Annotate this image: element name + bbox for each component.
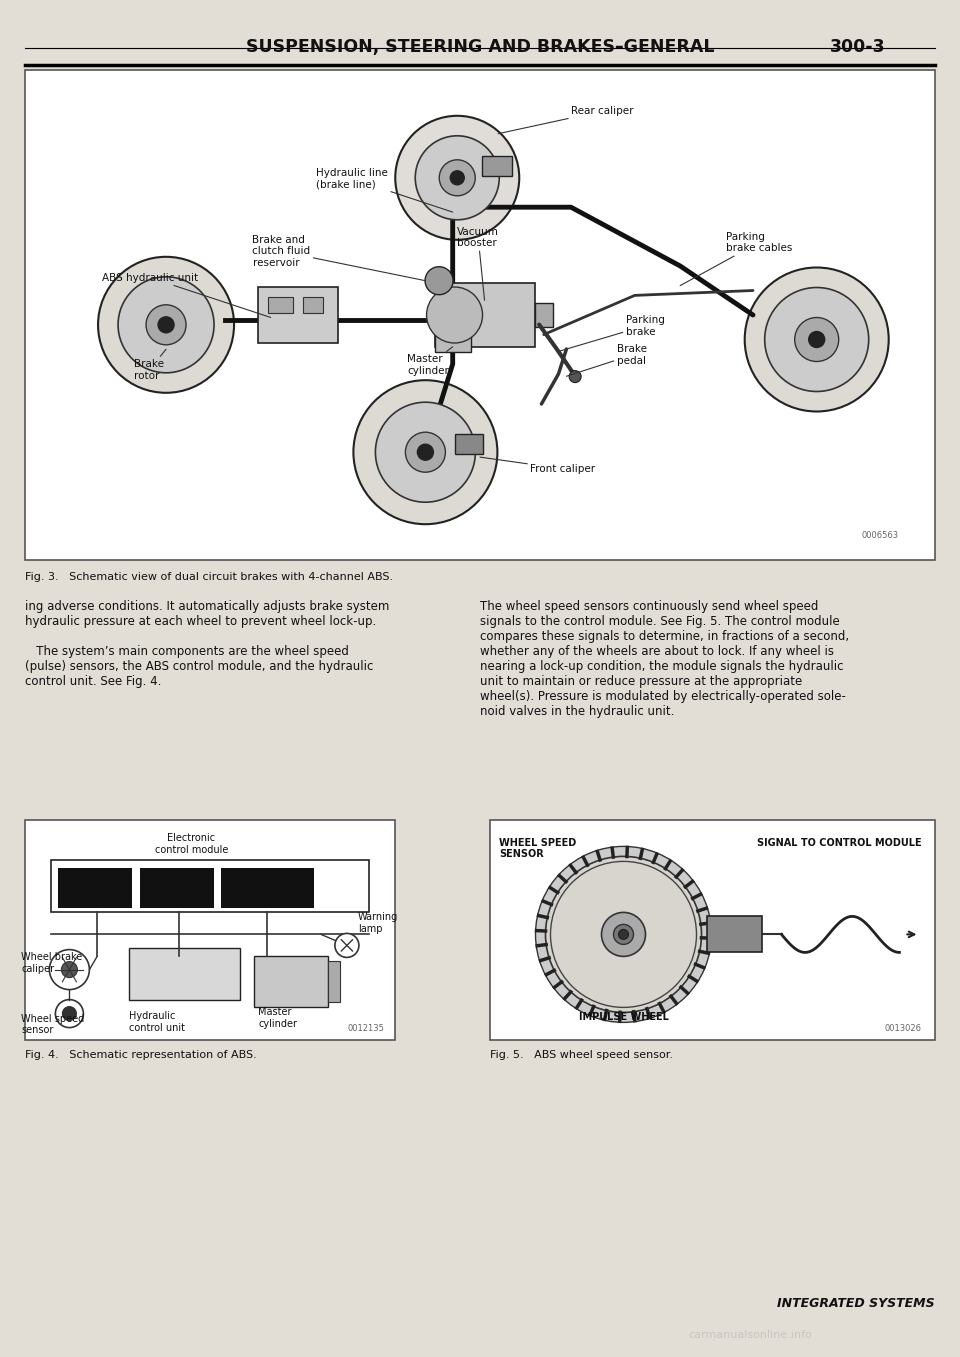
Circle shape bbox=[62, 1007, 77, 1020]
Circle shape bbox=[440, 160, 475, 195]
Text: INTEGRATED SYSTEMS: INTEGRATED SYSTEMS bbox=[778, 1297, 935, 1310]
Text: Brake
pedal: Brake pedal bbox=[566, 345, 646, 376]
Circle shape bbox=[146, 305, 186, 345]
Circle shape bbox=[545, 856, 702, 1012]
Text: Hydraulic line
(brake line): Hydraulic line (brake line) bbox=[316, 168, 453, 212]
Text: 0006563: 0006563 bbox=[861, 532, 899, 540]
Circle shape bbox=[550, 862, 697, 1007]
Bar bbox=[482, 156, 513, 176]
Text: 0012135: 0012135 bbox=[347, 1025, 384, 1034]
Text: 300-3: 300-3 bbox=[830, 38, 886, 56]
Text: Wheel brake
caliper: Wheel brake caliper bbox=[21, 953, 83, 973]
Text: ABS hydraulic unit: ABS hydraulic unit bbox=[103, 273, 271, 318]
Circle shape bbox=[158, 316, 174, 332]
Text: Parking
brake cables: Parking brake cables bbox=[681, 232, 792, 285]
Circle shape bbox=[426, 286, 483, 343]
Bar bbox=[254, 957, 328, 1007]
Circle shape bbox=[808, 331, 825, 347]
Circle shape bbox=[353, 380, 497, 524]
Circle shape bbox=[536, 847, 711, 1022]
Text: Hydraulic
control unit: Hydraulic control unit bbox=[129, 1011, 184, 1033]
Bar bbox=[535, 303, 553, 327]
Text: The wheel speed sensors continuously send wheel speed
signals to the control mod: The wheel speed sensors continuously sen… bbox=[480, 600, 850, 718]
Text: Master
cylinder: Master cylinder bbox=[407, 347, 453, 376]
Bar bbox=[707, 916, 761, 953]
Circle shape bbox=[418, 444, 433, 460]
Text: Fig. 3.   Schematic view of dual circuit brakes with 4-channel ABS.: Fig. 3. Schematic view of dual circuit b… bbox=[25, 573, 394, 582]
Text: Front caliper: Front caliper bbox=[480, 457, 595, 474]
Circle shape bbox=[613, 924, 634, 944]
Bar bbox=[455, 434, 484, 455]
Circle shape bbox=[49, 950, 89, 989]
Bar bbox=[129, 947, 240, 1000]
Circle shape bbox=[425, 267, 453, 294]
Text: IMPULSE WHEEL: IMPULSE WHEEL bbox=[579, 1012, 668, 1022]
Bar bbox=[25, 820, 395, 1039]
Circle shape bbox=[765, 288, 869, 392]
Bar bbox=[490, 820, 935, 1039]
Circle shape bbox=[118, 277, 214, 373]
Text: carmanualsonline.info: carmanualsonline.info bbox=[688, 1330, 812, 1339]
Text: Warning
lamp: Warning lamp bbox=[358, 912, 398, 934]
Circle shape bbox=[405, 432, 445, 472]
Circle shape bbox=[618, 930, 629, 939]
Text: Master
cylinder: Master cylinder bbox=[258, 1007, 297, 1029]
Text: Brake and
clutch fluid
reservoir: Brake and clutch fluid reservoir bbox=[252, 235, 425, 281]
Circle shape bbox=[56, 1000, 84, 1027]
Bar bbox=[140, 868, 214, 908]
Circle shape bbox=[416, 136, 499, 220]
Text: 0013026: 0013026 bbox=[885, 1025, 922, 1034]
Text: Brake
rotor: Brake rotor bbox=[134, 349, 166, 381]
Text: Wheel speed
sensor: Wheel speed sensor bbox=[21, 1014, 84, 1035]
Circle shape bbox=[396, 115, 519, 240]
Text: Electronic
control module: Electronic control module bbox=[155, 833, 228, 855]
Circle shape bbox=[375, 402, 475, 502]
Text: ing adverse conditions. It automatically adjusts brake system
hydraulic pressure: ing adverse conditions. It automatically… bbox=[25, 600, 390, 688]
Text: SUSPENSION, STEERING AND BRAKES–GENERAL: SUSPENSION, STEERING AND BRAKES–GENERAL bbox=[246, 38, 714, 56]
Circle shape bbox=[795, 318, 839, 361]
Circle shape bbox=[745, 267, 889, 411]
Text: Fig. 4.   Schematic representation of ABS.: Fig. 4. Schematic representation of ABS. bbox=[25, 1050, 256, 1060]
Bar bbox=[25, 71, 935, 560]
Text: Rear caliper: Rear caliper bbox=[498, 106, 634, 134]
Circle shape bbox=[450, 171, 465, 185]
Text: WHEEL SPEED
SENSOR: WHEEL SPEED SENSOR bbox=[499, 837, 576, 859]
Circle shape bbox=[569, 370, 581, 383]
Bar bbox=[258, 286, 338, 343]
Bar bbox=[59, 868, 132, 908]
Bar bbox=[303, 297, 323, 313]
Text: Vacuum
booster: Vacuum booster bbox=[457, 227, 499, 300]
Circle shape bbox=[98, 256, 234, 392]
Circle shape bbox=[61, 962, 78, 977]
Bar bbox=[435, 308, 470, 351]
Circle shape bbox=[335, 934, 359, 958]
Circle shape bbox=[602, 912, 645, 957]
Bar bbox=[328, 961, 341, 1001]
Text: Fig. 5.   ABS wheel speed sensor.: Fig. 5. ABS wheel speed sensor. bbox=[490, 1050, 673, 1060]
Bar bbox=[435, 284, 535, 347]
Bar bbox=[268, 297, 293, 313]
Bar bbox=[51, 859, 369, 912]
Text: SIGNAL TO CONTROL MODULE: SIGNAL TO CONTROL MODULE bbox=[757, 837, 922, 848]
Bar bbox=[221, 868, 314, 908]
Text: Parking
brake: Parking brake bbox=[558, 315, 664, 351]
